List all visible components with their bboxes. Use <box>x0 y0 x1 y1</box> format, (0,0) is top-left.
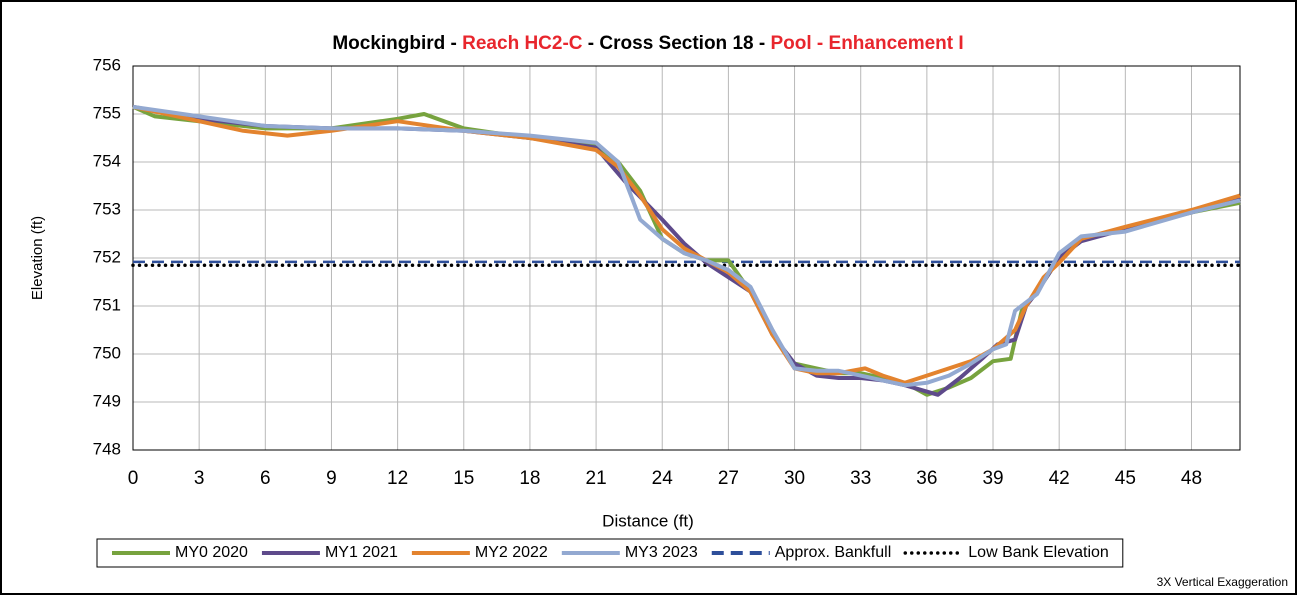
legend-label: MY3 2023 <box>625 544 698 561</box>
x-tick-label: 30 <box>784 468 805 489</box>
x-tick-label: 15 <box>453 468 474 489</box>
x-tick-label: 27 <box>718 468 739 489</box>
x-tick-label: 9 <box>326 468 337 489</box>
y-tick-label: 754 <box>93 151 121 170</box>
title-part: - Cross Section 18 - <box>583 33 771 54</box>
x-tick-label: 33 <box>850 468 871 489</box>
y-tick-label: 753 <box>93 199 121 218</box>
x-tick-label: 42 <box>1049 468 1070 489</box>
series-line <box>132 104 1241 388</box>
y-tick-label: 748 <box>93 439 121 458</box>
x-tick-label: 0 <box>128 468 139 489</box>
x-tick-label: 39 <box>982 468 1003 489</box>
x-tick-label: 6 <box>260 468 271 489</box>
chart-title: Mockingbird - Reach HC2-C - Cross Sectio… <box>332 33 963 54</box>
x-tick-label: 45 <box>1115 468 1136 489</box>
legend-label: Low Bank Elevation <box>968 544 1109 561</box>
x-tick-label: 36 <box>916 468 937 489</box>
legend-label: MY1 2021 <box>325 544 398 561</box>
y-tick-label: 751 <box>93 295 121 314</box>
y-axis-title: Elevation (ft) <box>29 216 46 300</box>
plot-border <box>132 65 1241 451</box>
title-part: Mockingbird - <box>332 33 462 54</box>
note: 3X Vertical Exaggeration <box>1157 575 1288 589</box>
legend-label: Approx. Bankfull <box>775 544 892 561</box>
title-part: Reach HC2-C <box>462 33 583 54</box>
x-tick-label: 12 <box>387 468 408 489</box>
x-tick-label: 48 <box>1181 468 1202 489</box>
title-part: Pool - Enhancement I <box>770 33 963 54</box>
x-axis-title: Distance (ft) <box>602 511 694 530</box>
legend-label: MY0 2020 <box>175 544 248 561</box>
x-tick-label: 21 <box>586 468 607 489</box>
x-tick-label: 3 <box>194 468 205 489</box>
legend-label: MY2 2022 <box>475 544 548 561</box>
y-tick-label: 752 <box>93 247 121 266</box>
y-tick-label: 749 <box>93 391 121 410</box>
y-tick-label: 755 <box>93 103 121 122</box>
y-tick-label: 750 <box>93 343 121 362</box>
x-tick-label: 18 <box>519 468 540 489</box>
x-tick-label: 24 <box>652 468 674 489</box>
y-tick-label: 756 <box>93 55 121 74</box>
